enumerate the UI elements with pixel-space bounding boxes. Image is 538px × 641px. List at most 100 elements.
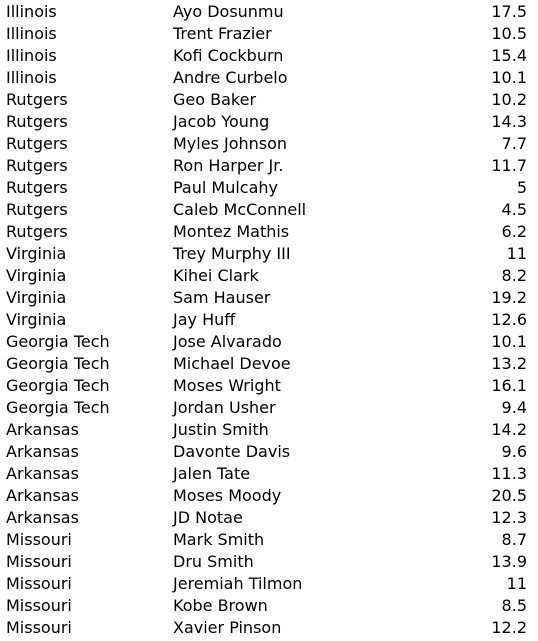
player-cell: Montez Mathis xyxy=(173,222,290,241)
value-cell: 17.5 xyxy=(491,2,527,21)
player-cell: Moses Moody xyxy=(173,486,282,505)
team-cell: Virginia xyxy=(6,288,67,307)
table-row: Rutgers Montez Mathis 6.2 xyxy=(0,221,538,243)
table-row: Rutgers Jacob Young 14.3 xyxy=(0,111,538,133)
value-cell: 12.3 xyxy=(491,508,527,527)
team-cell: Virginia xyxy=(6,310,67,329)
player-cell: Moses Wright xyxy=(173,376,281,395)
team-cell: Virginia xyxy=(6,244,67,263)
table-row: Rutgers Paul Mulcahy 5 xyxy=(0,177,538,199)
team-cell: Missouri xyxy=(6,596,72,615)
player-cell: Jacob Young xyxy=(173,112,270,131)
team-cell: Virginia xyxy=(6,266,67,285)
team-cell: Illinois xyxy=(6,46,57,65)
value-cell: 16.1 xyxy=(491,376,527,395)
value-cell: 11 xyxy=(506,574,527,593)
value-cell: 14.2 xyxy=(491,420,527,439)
value-cell: 9.6 xyxy=(501,442,527,461)
table-row: Missouri Dru Smith 13.9 xyxy=(0,551,538,573)
team-cell: Georgia Tech xyxy=(6,354,110,373)
player-cell: Jordan Usher xyxy=(173,398,276,417)
table-row: Illinois Trent Frazier 10.5 xyxy=(0,23,538,45)
player-cell: Jeremiah Tilmon xyxy=(173,574,303,593)
player-cell: Trey Murphy III xyxy=(173,244,291,263)
value-cell: 13.2 xyxy=(491,354,527,373)
player-cell: Justin Smith xyxy=(173,420,269,439)
value-cell: 4.5 xyxy=(501,200,527,219)
value-cell: 11.7 xyxy=(491,156,527,175)
player-cell: Ayo Dosunmu xyxy=(173,2,284,21)
team-cell: Arkansas xyxy=(6,508,79,527)
table-row: Rutgers Ron Harper Jr. 11.7 xyxy=(0,155,538,177)
team-cell: Rutgers xyxy=(6,178,68,197)
value-cell: 10.1 xyxy=(491,68,527,87)
value-cell: 6.2 xyxy=(501,222,527,241)
table-row: Arkansas Jalen Tate 11.3 xyxy=(0,463,538,485)
value-cell: 11.3 xyxy=(491,464,527,483)
table-row: Missouri Jeremiah Tilmon 11 xyxy=(0,573,538,595)
table-row: Illinois Kofi Cockburn 15.4 xyxy=(0,45,538,67)
value-cell: 14.3 xyxy=(491,112,527,131)
team-cell: Missouri xyxy=(6,552,72,571)
player-cell: Davonte Davis xyxy=(173,442,291,461)
table-row: Arkansas Davonte Davis 9.6 xyxy=(0,441,538,463)
value-cell: 10.1 xyxy=(491,332,527,351)
table-row: Missouri Mark Smith 8.7 xyxy=(0,529,538,551)
value-cell: 7.7 xyxy=(501,134,527,153)
team-cell: Rutgers xyxy=(6,156,68,175)
table-row: Virginia Kihei Clark 8.2 xyxy=(0,265,538,287)
value-cell: 19.2 xyxy=(491,288,527,307)
value-cell: 15.4 xyxy=(491,46,527,65)
table-row: Rutgers Myles Johnson 7.7 xyxy=(0,133,538,155)
table-row: Arkansas Justin Smith 14.2 xyxy=(0,419,538,441)
player-cell: Xavier Pinson xyxy=(173,618,282,637)
player-cell: Kihei Clark xyxy=(173,266,259,285)
table-row: Georgia Tech Jordan Usher 9.4 xyxy=(0,397,538,419)
value-cell: 12.6 xyxy=(491,310,527,329)
team-cell: Missouri xyxy=(6,574,72,593)
value-cell: 5 xyxy=(516,178,527,197)
team-cell: Missouri xyxy=(6,530,72,549)
player-cell: Mark Smith xyxy=(173,530,265,549)
player-cell: Ron Harper Jr. xyxy=(173,156,284,175)
team-cell: Illinois xyxy=(6,2,57,21)
table-row: Rutgers Caleb McConnell 4.5 xyxy=(0,199,538,221)
player-cell: Andre Curbelo xyxy=(173,68,288,87)
player-cell: Myles Johnson xyxy=(173,134,288,153)
value-cell: 8.2 xyxy=(501,266,527,285)
table-row: Arkansas Moses Moody 20.5 xyxy=(0,485,538,507)
player-cell: Michael Devoe xyxy=(173,354,291,373)
value-cell: 13.9 xyxy=(491,552,527,571)
value-cell: 10.5 xyxy=(491,24,527,43)
table-row: Missouri Xavier Pinson 12.2 xyxy=(0,617,538,639)
player-cell: Jay Huff xyxy=(173,310,236,329)
table-row: Virginia Sam Hauser 19.2 xyxy=(0,287,538,309)
player-cell: Paul Mulcahy xyxy=(173,178,279,197)
table-row: Illinois Ayo Dosunmu 17.5 xyxy=(0,1,538,23)
team-cell: Arkansas xyxy=(6,442,79,461)
value-cell: 12.2 xyxy=(491,618,527,637)
team-cell: Georgia Tech xyxy=(6,376,110,395)
player-cell: JD Notae xyxy=(173,508,243,527)
team-cell: Georgia Tech xyxy=(6,398,110,417)
team-cell: Arkansas xyxy=(6,464,79,483)
player-cell: Geo Baker xyxy=(173,90,257,109)
team-cell: Missouri xyxy=(6,618,72,637)
team-cell: Rutgers xyxy=(6,222,68,241)
value-cell: 11 xyxy=(506,244,527,263)
table-row: Virginia Trey Murphy III 11 xyxy=(0,243,538,265)
team-cell: Arkansas xyxy=(6,486,79,505)
table-row: Rutgers Geo Baker 10.2 xyxy=(0,89,538,111)
table-row: Georgia Tech Jose Alvarado 10.1 xyxy=(0,331,538,353)
team-cell: Illinois xyxy=(6,24,57,43)
player-cell: Kofi Cockburn xyxy=(173,46,284,65)
value-cell: 8.5 xyxy=(501,596,527,615)
player-cell: Jalen Tate xyxy=(173,464,251,483)
player-cell: Caleb McConnell xyxy=(173,200,307,219)
table-row: Arkansas JD Notae 12.3 xyxy=(0,507,538,529)
team-cell: Rutgers xyxy=(6,90,68,109)
table-row: Georgia Tech Moses Wright 16.1 xyxy=(0,375,538,397)
value-cell: 9.4 xyxy=(501,398,527,417)
team-cell: Georgia Tech xyxy=(6,332,110,351)
